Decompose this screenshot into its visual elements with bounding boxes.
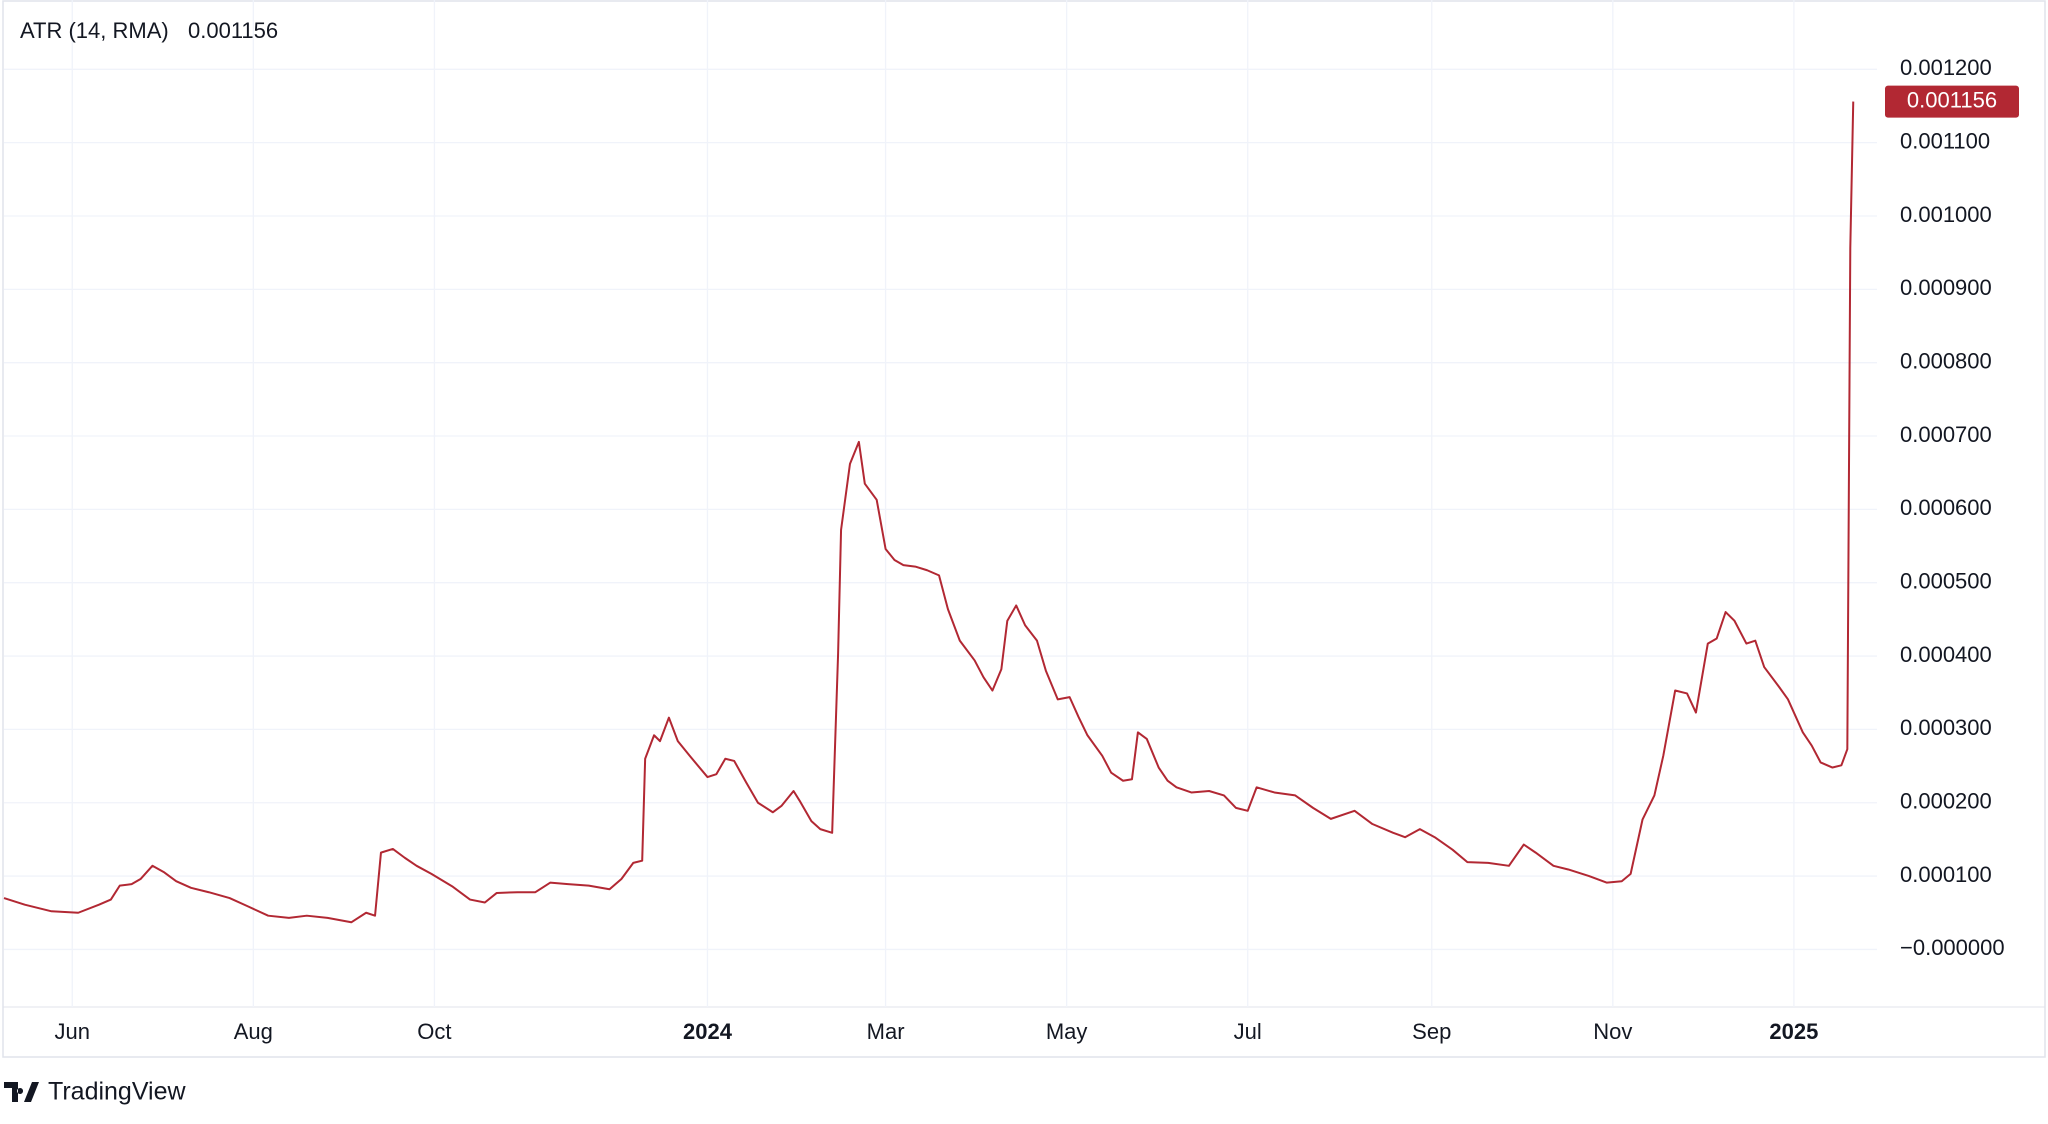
price-tag-label: 0.001156 [1907, 87, 1997, 112]
brand-logo[interactable]: TradingView [4, 1078, 187, 1106]
grid [4, 0, 1877, 1007]
x-tick-label: Mar [867, 1019, 905, 1044]
y-tick-label: 0.001000 [1900, 202, 1992, 227]
y-tick-label: 0.000700 [1900, 422, 1992, 447]
x-tick-label: Nov [1593, 1019, 1632, 1044]
x-tick-label: Sep [1412, 1019, 1451, 1044]
chart-border [2, 0, 2046, 1058]
y-tick-label: 0.000600 [1900, 495, 1992, 520]
x-tick-label: May [1046, 1019, 1088, 1044]
x-tick-label: 2025 [1769, 1019, 1818, 1044]
x-tick-label: Aug [234, 1019, 273, 1044]
legend-title[interactable]: ATR (14, RMA) [20, 18, 169, 43]
y-tick-label: 0.000300 [1900, 715, 1992, 740]
y-tick-label: 0.000900 [1900, 275, 1992, 300]
x-tick-label: Jun [55, 1019, 90, 1044]
x-tick-label: Jul [1234, 1019, 1262, 1044]
y-tick-label: 0.001200 [1900, 55, 1992, 80]
x-tick-label: Oct [417, 1019, 451, 1044]
legend-value: 0.001156 [188, 18, 278, 43]
x-tick-label: 2024 [683, 1019, 733, 1044]
series-line [3, 101, 1855, 924]
y-tick-label: 0.000800 [1900, 348, 1992, 373]
plot [3, 101, 1855, 924]
y-tick-label: 0.000500 [1900, 569, 1992, 594]
y-tick-label: 0.000200 [1900, 789, 1992, 814]
y-tick-label: 0.001100 [1900, 128, 1990, 153]
price-tag [1885, 85, 2019, 118]
y-tick-label: 0.000100 [1900, 862, 1992, 887]
brand-name: TradingView [48, 1078, 187, 1106]
y-tick-label: 0.000400 [1900, 642, 1992, 667]
logo-icon [4, 1082, 39, 1102]
y-tick-label: −0.000000 [1900, 935, 2005, 960]
